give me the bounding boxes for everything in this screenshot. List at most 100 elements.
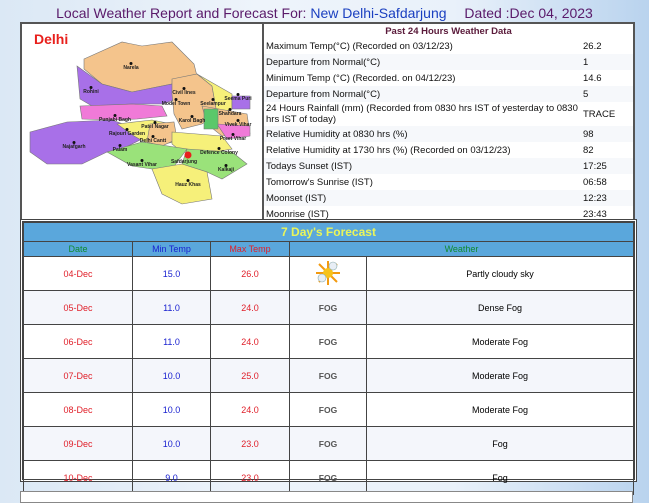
forecast-weather: Moderate Fog	[366, 324, 634, 359]
past24-value: 82	[583, 144, 594, 156]
past24-row: Departure from Normal(°C) 1	[264, 54, 633, 70]
map-place-label: Punjabi Bagh	[99, 117, 131, 123]
forecast-date: 10-Dec	[23, 460, 133, 495]
col-date: Date	[23, 241, 133, 257]
forecast-max: 24.0	[210, 324, 290, 359]
past24-value: TRACE	[583, 108, 616, 120]
partly-cloudy-icon	[314, 260, 342, 289]
past24-label: Maximum Temp(°C) (Recorded on 03/12/23)	[266, 40, 453, 52]
map-place-label: Patel Nagar	[141, 124, 169, 130]
past24-row: Departure from Normal(°C) 5	[264, 86, 633, 102]
past24-label: Todays Sunset (IST)	[264, 158, 581, 174]
fog-icon: FOG	[318, 472, 338, 483]
forecast-row: 06-Dec 11.0 24.0 FOG Moderate Fog	[23, 324, 634, 359]
past24-row: Maximum Temp(°C) (Recorded on 03/12/23) 2…	[264, 38, 633, 54]
place-dot	[236, 119, 240, 122]
past24-value: 98	[581, 126, 633, 142]
delhi-map: Delhi Narela Rohini Civil lines Model Town S…	[22, 24, 264, 219]
past24-value: 17:25	[581, 158, 633, 174]
forecast-min: 10.0	[132, 392, 211, 427]
past24-row: 24 Hours Rainfall (mm) (Recorded from 08…	[264, 102, 633, 126]
place-dot	[89, 86, 93, 89]
report-date: Dated :Dec 04, 2023	[464, 5, 593, 21]
forecast-row: 04-Dec 15.0 26.0 Partly cloudy sky	[23, 256, 634, 291]
past24-row: Moonrise (IST) 23:43	[264, 206, 633, 222]
past24-label: Minimum Temp (°C) (Recorded. on 04/12/23…	[266, 72, 456, 84]
past24-value: 06:58	[583, 176, 607, 188]
map-place-label: Kalkaji	[217, 167, 235, 173]
place-dot	[186, 179, 190, 182]
place-dot	[174, 98, 178, 101]
forecast-row: 05-Dec 11.0 24.0 FOG Dense Fog	[23, 290, 634, 325]
past24-row: Tomorrow's Sunrise (IST) 06:58	[264, 174, 633, 190]
past24-row: Relative Humidity at 1730 hrs (%) (Recor…	[264, 142, 633, 158]
past24-label: Relative Humidity at 0830 hrs (%)	[264, 126, 581, 142]
forecast-icon-cell: FOG	[289, 358, 367, 393]
forecast-min: 10.0	[132, 426, 211, 461]
place-dot	[224, 164, 228, 167]
forecast-max: 23.0	[210, 460, 290, 495]
map-place-label: Preet Vihar	[219, 136, 247, 142]
forecast-weather: Fog	[366, 460, 634, 495]
forecast-max: 26.0	[210, 256, 290, 291]
forecast-date: 06-Dec	[23, 324, 133, 359]
map-place-label: Seelampur	[200, 101, 226, 107]
map-place-label: Defence Colony	[200, 150, 238, 156]
map-place-label: Vasant Vihar	[127, 162, 157, 168]
past24-value: 23:43	[583, 208, 607, 220]
map-place-label: Vivek Vihar	[224, 122, 252, 128]
forecast-max: 24.0	[210, 290, 290, 325]
past24-label: Moonrise (IST)	[266, 208, 329, 220]
past24-value: 5	[581, 86, 633, 102]
past-24h-data: Past 24 Hours Weather Data Maximum Temp(…	[264, 24, 633, 222]
forecast-weather: Moderate Fog	[366, 392, 634, 427]
forecast-date: 08-Dec	[23, 392, 133, 427]
past24-row: Minimum Temp (°C) (Recorded. on 04/12/23…	[264, 70, 633, 86]
place-dot	[129, 62, 133, 65]
map-label-delhi: Delhi	[34, 31, 69, 47]
safdarjung-marker	[184, 151, 192, 159]
forecast-date: 05-Dec	[23, 290, 133, 325]
forecast-min: 15.0	[132, 256, 211, 291]
past24-label: 24 Hours Rainfall (mm) (Recorded from 08…	[266, 103, 578, 125]
place-dot	[125, 128, 129, 131]
delhi-map-image	[29, 41, 251, 205]
past24-row: Moonset (IST) 12:23	[264, 190, 633, 206]
forecast-row: 10-Dec 9.0 23.0 FOG Fog	[23, 460, 634, 495]
forecast-weather: Dense Fog	[366, 290, 634, 325]
forecast-title: 7 Day's Forecast	[23, 222, 634, 242]
map-place-label: Hauz Khas	[175, 182, 201, 188]
forecast-min: 11.0	[132, 324, 211, 359]
map-place-label: Shahdara	[218, 111, 242, 117]
place-dot	[140, 159, 144, 162]
title-prefix: Local Weather Report and Forecast For:	[56, 5, 307, 21]
past24-heading: Past 24 Hours Weather Data	[385, 25, 512, 37]
map-place-label: Karol Bagh	[178, 118, 206, 124]
forecast-min: 11.0	[132, 290, 211, 325]
forecast-min: 9.0	[132, 460, 211, 495]
forecast-row: 09-Dec 10.0 23.0 FOG Fog	[23, 426, 634, 461]
past24-label: Relative Humidity at 1730 hrs (%) (Recor…	[266, 144, 511, 156]
place-dot	[228, 108, 232, 111]
col-max-temp: Max Temp	[210, 241, 290, 257]
past24-label: Moonset (IST)	[264, 190, 581, 206]
past24-value: 1	[581, 54, 633, 70]
current-weather-panel: Delhi Narela Rohini Civil lines Model Town S…	[20, 22, 635, 221]
map-place-label: Palam	[112, 147, 128, 153]
fog-icon: FOG	[318, 370, 338, 381]
past24-label: Departure from Normal(°C)	[264, 54, 581, 70]
forecast-date: 09-Dec	[23, 426, 133, 461]
place-dot	[217, 147, 221, 150]
forecast-icon-cell: FOG	[289, 460, 367, 495]
place-dot	[72, 141, 76, 144]
forecast-icon-cell: FOG	[289, 392, 367, 427]
map-place-label: Rajouri Garden	[108, 131, 146, 137]
place-dot	[211, 98, 215, 101]
fog-icon: FOG	[318, 336, 338, 347]
place-dot	[153, 121, 157, 124]
map-place-label: Safdarjung	[170, 159, 198, 165]
place-dot	[231, 133, 235, 136]
map-place-label: Model Town	[161, 101, 191, 107]
col-weather: Weather	[289, 241, 634, 257]
fog-icon: FOG	[318, 302, 338, 313]
